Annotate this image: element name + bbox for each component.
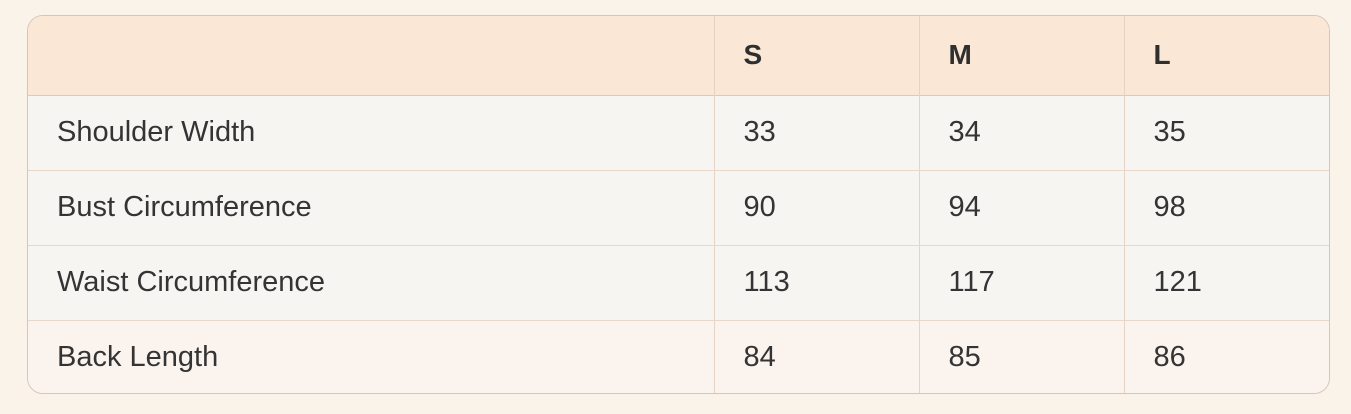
table-row-bust-circumference: Bust Circumference 90 94 98 <box>28 169 1329 245</box>
value-cell-shoulder-width-s: 33 <box>713 94 919 170</box>
value-cell-shoulder-width-m: 34 <box>918 94 1124 170</box>
size-chart-card: S M L Shoulder Width 33 34 35 Bust Circu… <box>27 15 1330 394</box>
value-cell-shoulder-width-l: 35 <box>1123 94 1329 170</box>
table-row-shoulder-width: Shoulder Width 33 34 35 <box>28 94 1329 170</box>
value-cell-waist-circumference-l: 121 <box>1123 244 1329 320</box>
value-cell-waist-circumference-s: 113 <box>713 244 919 320</box>
row-label-bust-circumference: Bust Circumference <box>28 169 714 245</box>
table-row-waist-circumference: Waist Circumference 113 117 121 <box>28 244 1329 320</box>
header-cell-measurement-empty <box>28 16 714 95</box>
value-cell-back-length-s: 84 <box>713 319 919 393</box>
header-cell-size-m: M <box>918 16 1124 95</box>
value-cell-bust-circumference-m: 94 <box>918 169 1124 245</box>
value-cell-back-length-l: 86 <box>1123 319 1329 393</box>
row-label-back-length: Back Length <box>28 319 714 393</box>
size-chart-table: S M L Shoulder Width 33 34 35 Bust Circu… <box>28 16 1329 393</box>
value-cell-waist-circumference-m: 117 <box>918 244 1124 320</box>
table-row-back-length: Back Length 84 85 86 <box>28 319 1329 393</box>
value-cell-bust-circumference-s: 90 <box>713 169 919 245</box>
row-label-waist-circumference: Waist Circumference <box>28 244 714 320</box>
row-label-shoulder-width: Shoulder Width <box>28 94 714 170</box>
header-row: S M L <box>28 16 1329 95</box>
header-cell-size-s: S <box>713 16 919 95</box>
value-cell-back-length-m: 85 <box>918 319 1124 393</box>
header-cell-size-l: L <box>1123 16 1329 95</box>
value-cell-bust-circumference-l: 98 <box>1123 169 1329 245</box>
